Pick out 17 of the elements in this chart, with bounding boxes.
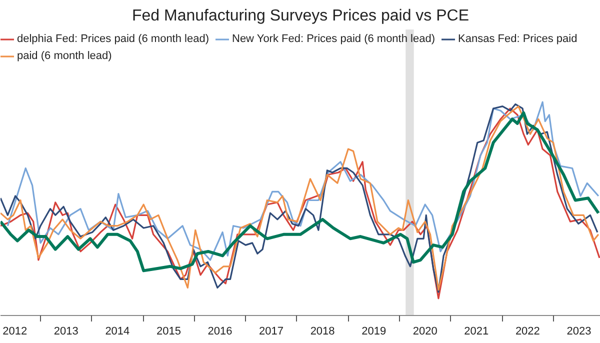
x-tick-label: 2015: [156, 326, 181, 338]
legend-label: New York Fed: Prices paid (6 month lead): [232, 33, 435, 45]
x-tick-label: 2014: [105, 326, 130, 338]
x-tick-label: 2020: [412, 326, 438, 338]
legend-label: Kansas Fed: Prices paid: [458, 33, 578, 45]
x-tick-label: 2018: [310, 326, 335, 338]
x-tick-label: 2017: [259, 326, 284, 338]
legend-label: paid (6 month lead): [17, 50, 112, 62]
x-tick-label: 2013: [54, 326, 78, 338]
x-tick-label: 2021: [464, 326, 489, 338]
legend-label: delphia Fed: Prices paid (6 month lead): [17, 33, 209, 45]
x-tick-label: 2022: [515, 326, 540, 338]
x-tick-label: 2012: [2, 326, 28, 338]
x-tick-label: 2023: [566, 326, 592, 338]
x-tick-label: 2019: [362, 326, 386, 338]
x-tick-label: 2016: [208, 326, 232, 338]
chart-title: Fed Manufacturing Surveys Prices paid vs PCE: [132, 8, 470, 24]
